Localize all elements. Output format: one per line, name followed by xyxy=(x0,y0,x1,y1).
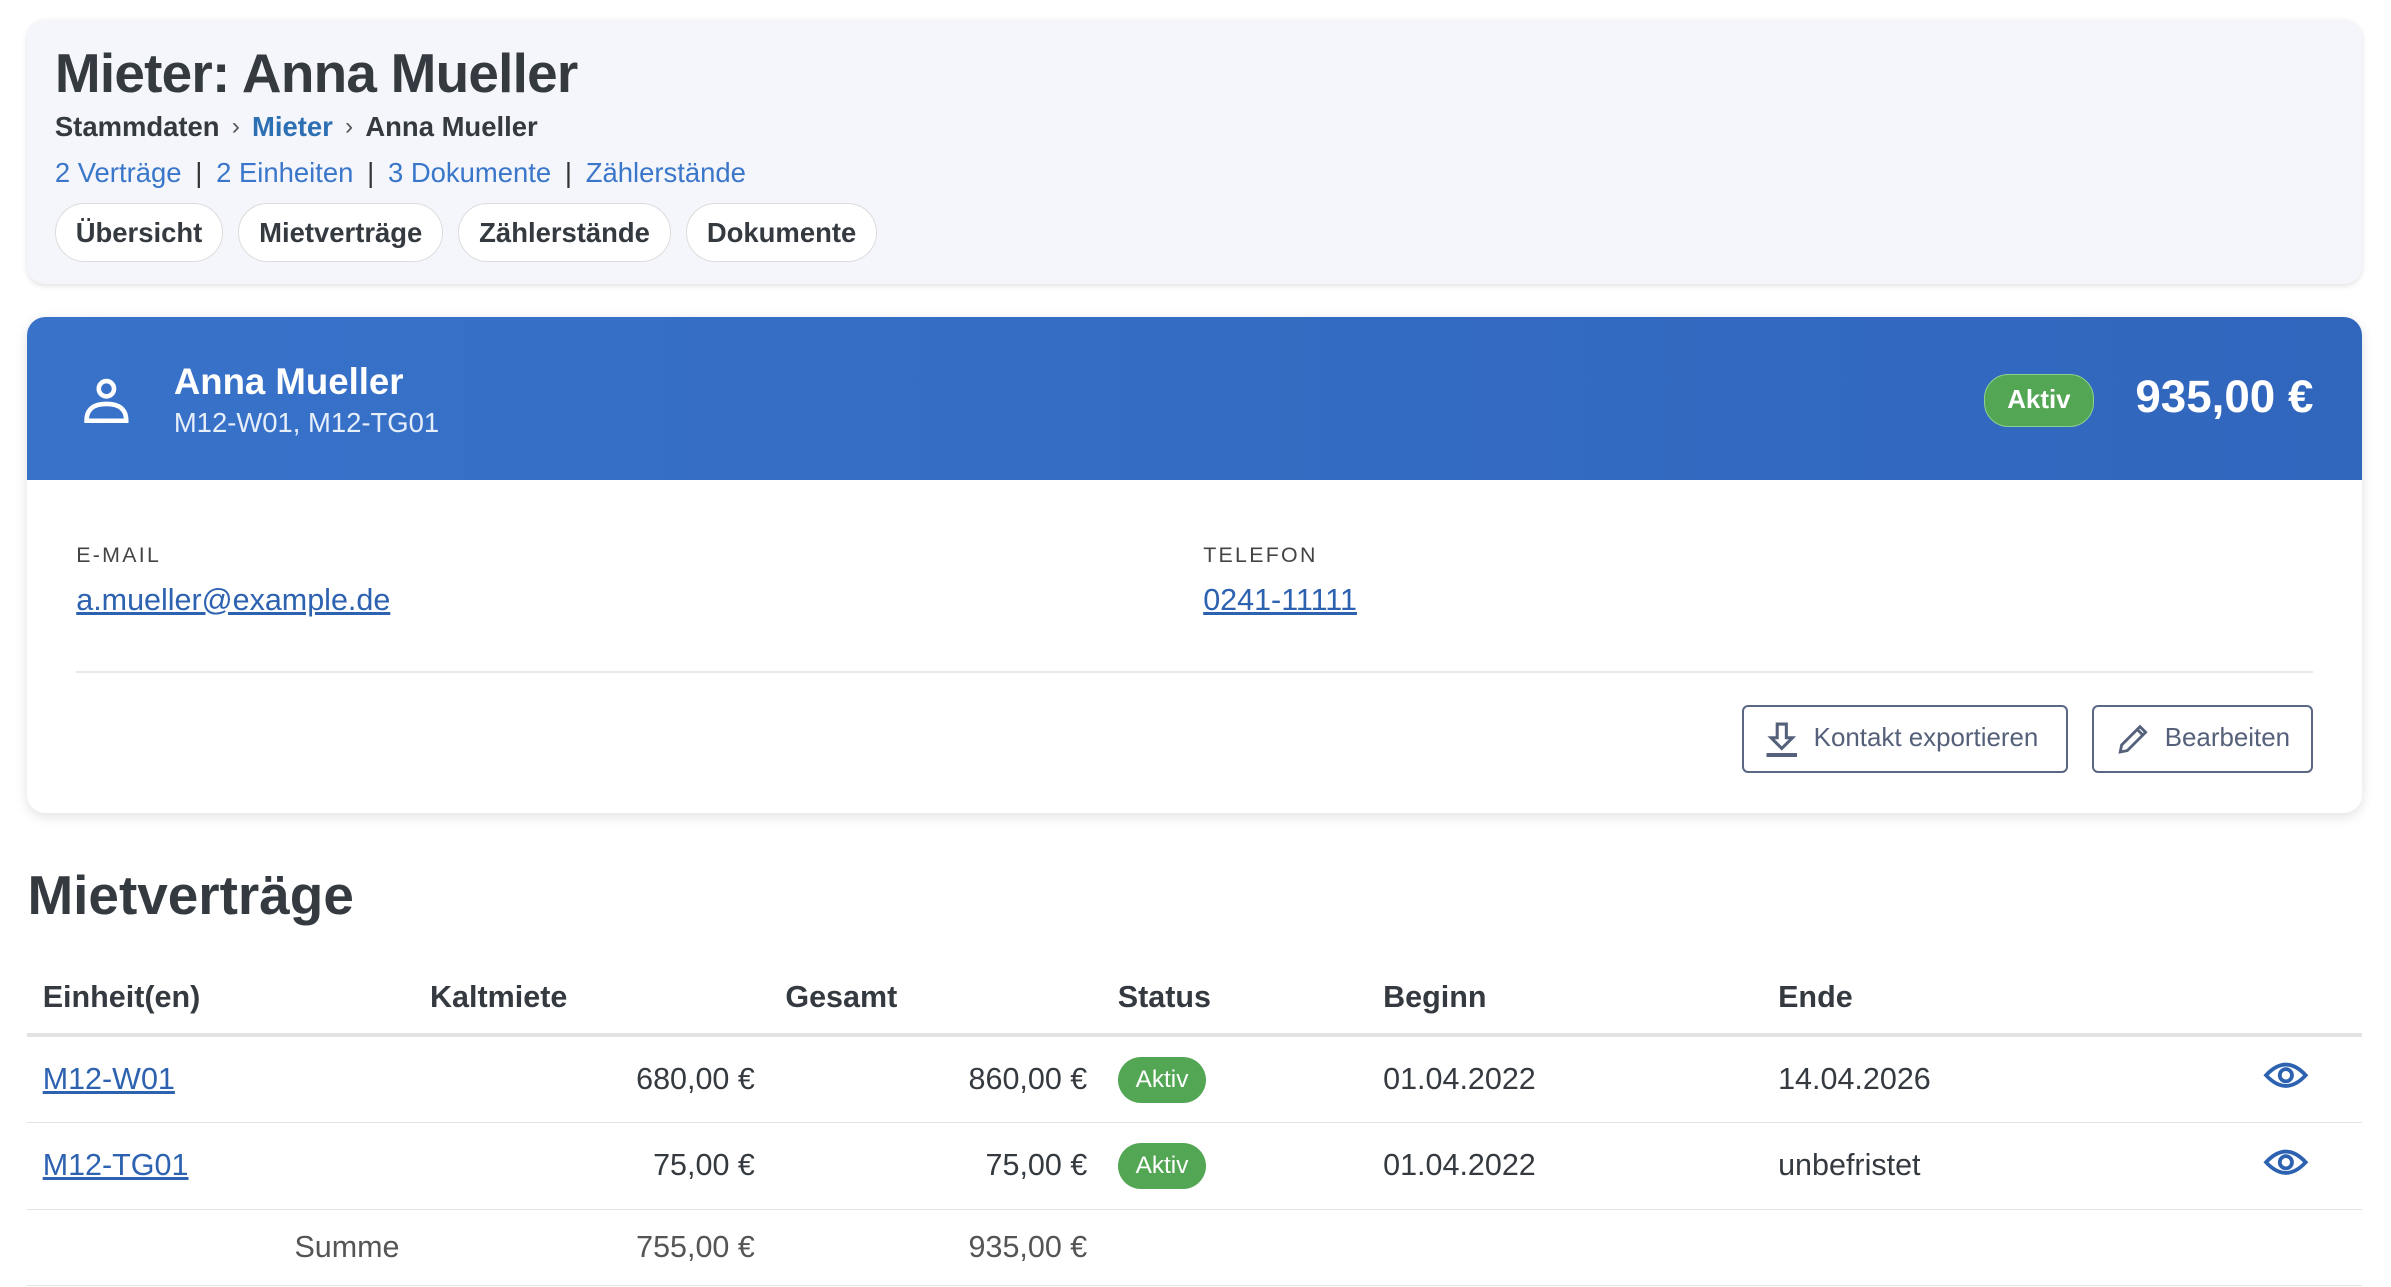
tab-dokumente[interactable]: Dokumente xyxy=(686,202,878,263)
col-ende[interactable]: Ende xyxy=(1762,960,2160,1038)
col-kaltmiete[interactable]: Kaltmiete xyxy=(414,960,771,1038)
tab-bar: Übersicht Mietverträge Zählerstände Doku… xyxy=(54,202,878,263)
divider xyxy=(76,670,2314,673)
link-zaehlerstaende[interactable]: Zählerstände xyxy=(585,157,746,189)
export-contact-label: Kontakt exportieren xyxy=(1813,724,2039,753)
edit-label: Bearbeiten xyxy=(2164,724,2291,753)
sum-label: Summe xyxy=(27,1209,415,1287)
sum-gesamt: 935,00 € xyxy=(770,1209,1103,1287)
col-beginn[interactable]: Beginn xyxy=(1367,960,1763,1038)
unit-link[interactable]: M12-W01 xyxy=(42,1062,175,1097)
tab-mietvertraege[interactable]: Mietverträge xyxy=(238,202,444,263)
status-badge: Aktiv xyxy=(1117,1056,1207,1103)
kaltmiete: 680,00 € xyxy=(414,1035,771,1123)
separator: | xyxy=(367,157,375,189)
contracts-table: Einheit(en) Kaltmiete Gesamt Status Begi… xyxy=(27,960,2363,1287)
quick-links: 2 Verträge | 2 Einheiten | 3 Dokumente | Zä… xyxy=(55,157,746,189)
beginn: 01.04.2022 xyxy=(1367,1035,1763,1123)
pencil-icon xyxy=(2118,724,2148,754)
page-title: Mieter: Anna Mueller xyxy=(54,42,578,105)
tab-zaehlerstaende[interactable]: Zählerstände xyxy=(458,202,671,263)
status-badge: Aktiv xyxy=(1984,373,2094,427)
eye-icon[interactable] xyxy=(2263,1060,2309,1091)
chevron-right-icon: › xyxy=(345,113,354,141)
link-einheiten[interactable]: 2 Einheiten xyxy=(216,157,354,189)
kaltmiete: 75,00 € xyxy=(414,1122,771,1210)
ende: 14.04.2026 xyxy=(1762,1035,2160,1123)
total-rent: 935,00 € xyxy=(2135,370,2314,422)
gesamt: 860,00 € xyxy=(770,1035,1103,1123)
phone-link[interactable]: 0241-11111 xyxy=(1203,582,1357,617)
edit-button[interactable]: Bearbeiten xyxy=(2092,704,2314,774)
col-actions xyxy=(2159,960,2363,1038)
person-icon xyxy=(84,378,129,424)
col-gesamt[interactable]: Gesamt xyxy=(770,960,1103,1038)
separator: | xyxy=(195,157,203,189)
col-einheit[interactable]: Einheit(en) xyxy=(27,960,415,1038)
col-status[interactable]: Status xyxy=(1102,960,1368,1038)
gesamt: 75,00 € xyxy=(770,1122,1103,1210)
chevron-right-icon: › xyxy=(231,113,240,141)
email-link[interactable]: a.mueller@example.de xyxy=(76,582,391,617)
table-row: M12-TG01 75,00 € 75,00 € Aktiv 01.04.202… xyxy=(27,1122,2363,1210)
breadcrumb-current: Anna Mueller xyxy=(365,111,538,143)
export-contact-button[interactable]: Kontakt exportieren xyxy=(1741,704,2068,774)
sum-kaltmiete: 755,00 € xyxy=(414,1209,771,1287)
link-dokumente[interactable]: 3 Dokumente xyxy=(387,157,552,189)
breadcrumb: Stammdaten › Mieter › Anna Mueller xyxy=(55,111,538,143)
tenant-card: Anna Mueller M12-W01, M12-TG01 Aktiv 935… xyxy=(27,317,2363,813)
tenant-units: M12-W01, M12-TG01 xyxy=(173,407,440,439)
unit-link[interactable]: M12-TG01 xyxy=(42,1148,189,1183)
ende: unbefristet xyxy=(1762,1122,2160,1210)
tenant-card-header: Anna Mueller M12-W01, M12-TG01 Aktiv 935… xyxy=(27,317,2363,481)
tenant-name: Anna Mueller xyxy=(173,361,404,403)
email-label: E-MAIL xyxy=(76,542,162,567)
download-icon xyxy=(1766,722,1797,758)
breadcrumb-mieter[interactable]: Mieter xyxy=(252,111,333,143)
beginn: 01.04.2022 xyxy=(1367,1122,1763,1210)
table-header-row: Einheit(en) Kaltmiete Gesamt Status Begi… xyxy=(27,960,2363,1038)
tab-uebersicht[interactable]: Übersicht xyxy=(54,202,224,263)
status-badge: Aktiv xyxy=(1117,1142,1207,1189)
sum-row: Summe 755,00 € 935,00 € xyxy=(27,1209,2363,1287)
link-vertraege[interactable]: 2 Verträge xyxy=(54,157,182,189)
phone-label: TELEFON xyxy=(1203,542,1318,567)
separator: | xyxy=(564,157,572,189)
table-row: M12-W01 680,00 € 860,00 € Aktiv 01.04.20… xyxy=(27,1035,2363,1123)
eye-icon[interactable] xyxy=(2263,1147,2309,1178)
breadcrumb-stammdaten: Stammdaten xyxy=(54,111,220,143)
contracts-title: Mietverträge xyxy=(27,864,354,927)
page-header: Mieter: Anna Mueller Stammdaten › Mieter… xyxy=(27,19,2363,284)
